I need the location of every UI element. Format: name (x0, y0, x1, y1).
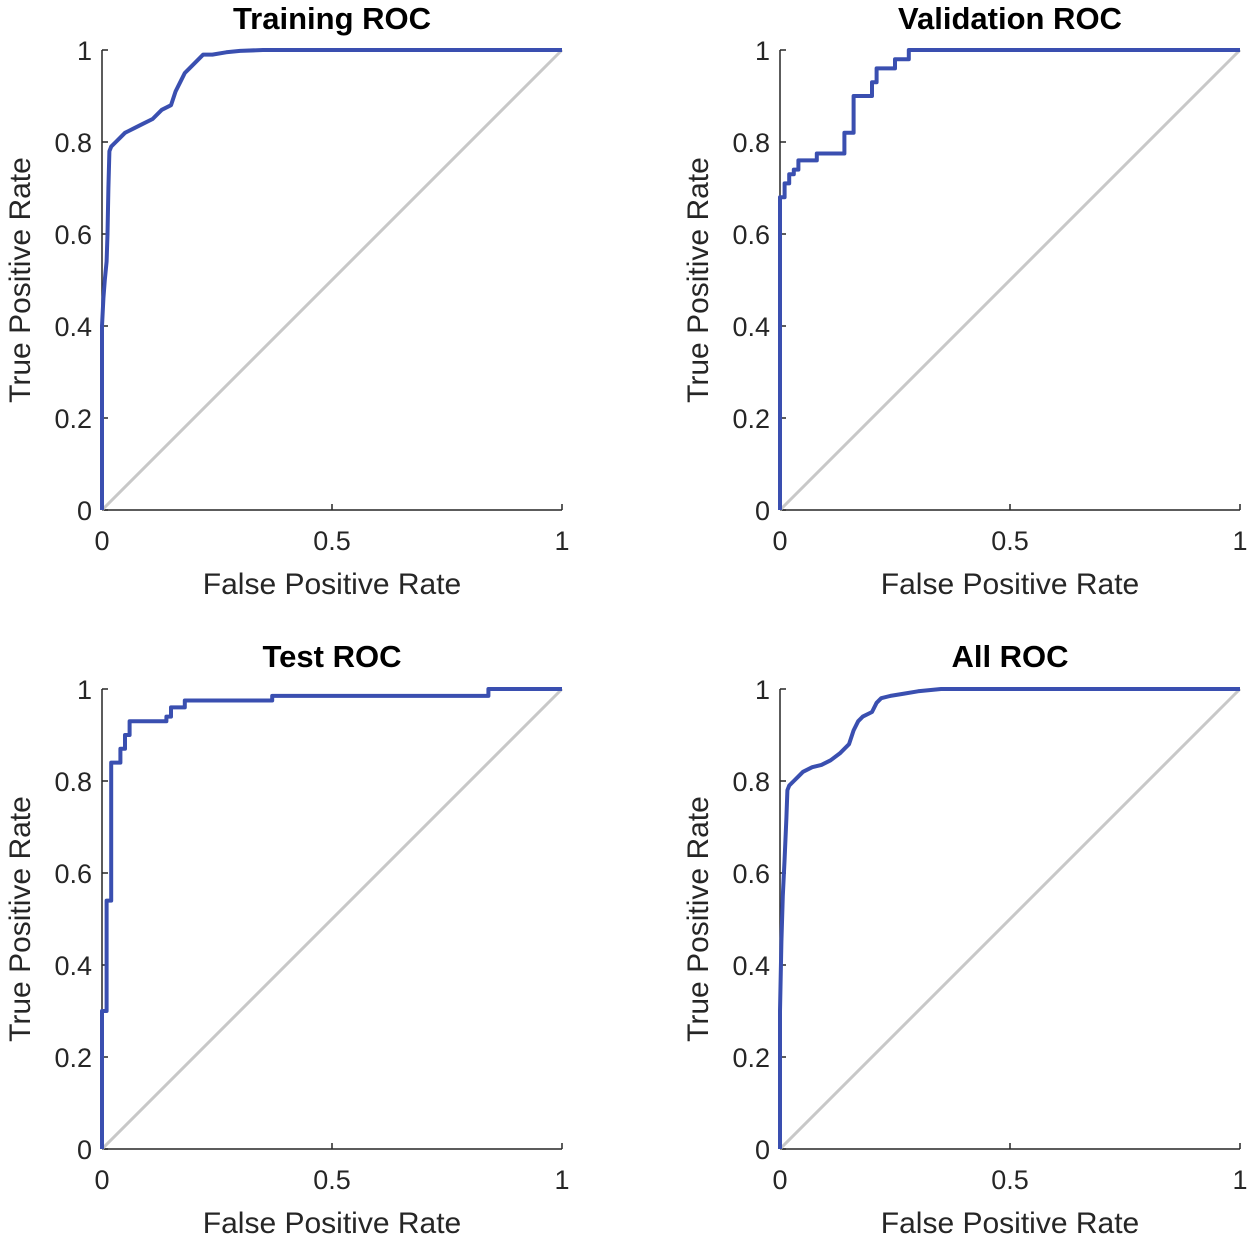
x-tick-label-1: 1 (1232, 526, 1247, 556)
y-tick-label-0.8: 0.8 (54, 767, 92, 797)
y-tick-label-0.4: 0.4 (732, 951, 770, 981)
chance-diagonal-line (100, 687, 564, 1151)
y-tick-label-0.4: 0.4 (54, 951, 92, 981)
x-tick-label-1: 1 (554, 1165, 569, 1195)
y-tick-label-0.2: 0.2 (732, 404, 770, 434)
y-tick-label-1: 1 (77, 675, 92, 705)
y-tick-label-0.6: 0.6 (732, 220, 770, 250)
y-tick-label-0.4: 0.4 (54, 312, 92, 342)
panel-title: Test ROC (263, 639, 402, 674)
panel-test-roc: Test ROC 0 0.5 1 0 0.2 0.4 0.6 0.8 1 Fal… (4, 639, 570, 1239)
y-tick-label-0.8: 0.8 (732, 128, 770, 158)
y-tick-label-0.2: 0.2 (54, 1043, 92, 1073)
x-tick-label-0.5: 0.5 (313, 1165, 351, 1195)
y-axis-label: True Positive Rate (682, 157, 715, 403)
roc-curve (100, 48, 562, 510)
chance-diagonal-line (778, 687, 1242, 1151)
y-tick-label-0.6: 0.6 (732, 859, 770, 889)
x-tick-label-0.5: 0.5 (991, 1165, 1029, 1195)
x-tick-label-0.5: 0.5 (313, 526, 351, 556)
panel-title: Validation ROC (898, 1, 1122, 36)
panel-all-roc: All ROC 0 0.5 1 0 0.2 0.4 0.6 0.8 1 Fals… (682, 639, 1248, 1239)
x-axis-label: False Positive Rate (203, 568, 461, 601)
roc-curve (778, 687, 1240, 1149)
chance-diagonal-line (100, 48, 564, 512)
x-tick-label-0.5: 0.5 (991, 526, 1029, 556)
roc-curve (100, 687, 562, 1149)
y-tick-label-0: 0 (77, 496, 92, 526)
y-tick-label-0.8: 0.8 (54, 128, 92, 158)
y-tick-label-1: 1 (755, 36, 770, 66)
y-tick-label-1: 1 (755, 675, 770, 705)
y-tick-label-0.6: 0.6 (54, 220, 92, 250)
x-tick-label-0: 0 (94, 526, 109, 556)
y-axis-label: True Positive Rate (682, 796, 715, 1042)
y-tick-label-0.6: 0.6 (54, 859, 92, 889)
x-tick-label-1: 1 (554, 526, 569, 556)
x-axis-label: False Positive Rate (881, 1207, 1139, 1239)
x-axis-label: False Positive Rate (881, 568, 1139, 601)
y-tick-label-1: 1 (77, 36, 92, 66)
panel-training-roc: Training ROC 0 0.5 1 0 0.2 0.4 0.6 0.8 1… (4, 1, 570, 601)
y-axis-label: True Positive Rate (4, 157, 37, 403)
y-tick-label-0.8: 0.8 (732, 767, 770, 797)
y-tick-label-0.2: 0.2 (732, 1043, 770, 1073)
y-tick-label-0: 0 (755, 1135, 770, 1165)
x-tick-label-0: 0 (772, 1165, 787, 1195)
y-tick-label-0: 0 (77, 1135, 92, 1165)
panel-title: Training ROC (233, 1, 431, 36)
x-tick-label-0: 0 (772, 526, 787, 556)
x-axis-label: False Positive Rate (203, 1207, 461, 1239)
y-tick-label-0: 0 (755, 496, 770, 526)
y-axis-label: True Positive Rate (4, 796, 37, 1042)
x-tick-label-0: 0 (94, 1165, 109, 1195)
chance-diagonal-line (778, 48, 1242, 512)
y-tick-label-0.4: 0.4 (732, 312, 770, 342)
panel-validation-roc: Validation ROC 0 0.5 1 0 0.2 0.4 0.6 0.8… (682, 1, 1248, 601)
panel-title: All ROC (951, 639, 1068, 674)
y-tick-label-0.2: 0.2 (54, 404, 92, 434)
roc-curve (778, 48, 1240, 510)
x-tick-label-1: 1 (1232, 1165, 1247, 1195)
